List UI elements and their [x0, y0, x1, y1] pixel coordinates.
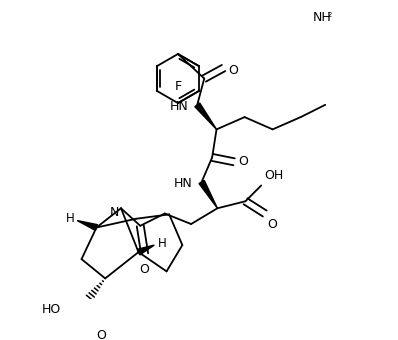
Text: OH: OH	[264, 169, 283, 182]
Polygon shape	[195, 103, 217, 130]
Text: N: N	[110, 206, 119, 219]
Text: O: O	[267, 218, 277, 231]
Text: O: O	[238, 155, 248, 168]
Text: O: O	[140, 262, 150, 276]
Text: HN: HN	[170, 100, 189, 113]
Polygon shape	[137, 245, 154, 255]
Text: O: O	[96, 329, 106, 340]
Text: F: F	[174, 80, 181, 92]
Text: O: O	[228, 64, 238, 76]
Polygon shape	[77, 221, 98, 231]
Text: $_2$: $_2$	[327, 10, 333, 19]
Text: H: H	[158, 237, 166, 250]
Text: HO: HO	[42, 304, 61, 317]
Polygon shape	[199, 181, 217, 208]
Text: H: H	[66, 212, 74, 225]
Text: NH: NH	[313, 11, 332, 24]
Text: HN: HN	[174, 177, 193, 190]
